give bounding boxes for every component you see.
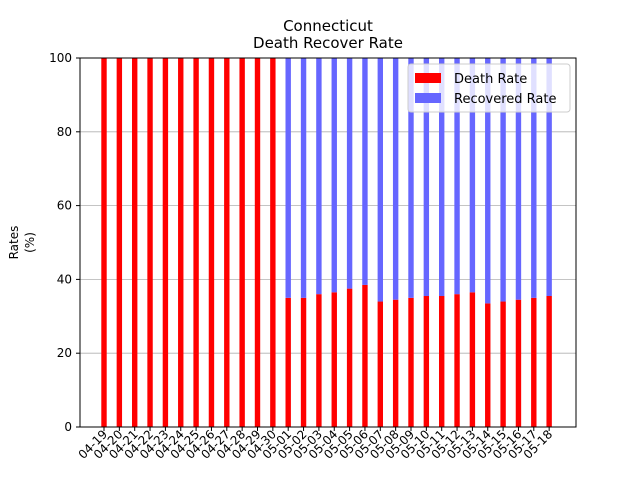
- recovered-rate-bar: [316, 58, 322, 295]
- death-rate-bar: [224, 58, 230, 427]
- death-rate-bar: [270, 58, 276, 427]
- death-rate-bar: [147, 58, 153, 427]
- recovered-rate-bar: [546, 58, 552, 297]
- recovered-rate-bar: [392, 58, 399, 300]
- death-rate-bar: [500, 301, 506, 427]
- y-axis-label-line: (%): [23, 232, 37, 253]
- y-tick-label: 60: [57, 199, 72, 213]
- x-axis: 04-1904-2004-2104-2204-2304-2404-2504-26…: [76, 427, 555, 462]
- death-rate-bar: [346, 288, 353, 427]
- recovered-rate-bar: [423, 58, 430, 297]
- y-tick-label: 0: [64, 420, 72, 434]
- legend-swatch: [415, 73, 441, 83]
- recovered-rate-bar: [454, 58, 460, 295]
- death-rate-bar: [392, 299, 399, 427]
- recovered-rate-bar: [469, 58, 476, 293]
- death-rate-bar: [239, 58, 245, 427]
- recovered-rate-bar: [377, 58, 383, 302]
- recovered-rate-bar: [300, 58, 307, 298]
- death-rate-bar: [469, 292, 476, 427]
- legend-swatch: [415, 93, 441, 103]
- legend-label: Recovered Rate: [454, 92, 557, 107]
- death-rate-bar: [178, 58, 184, 427]
- recovered-rate-bar: [346, 58, 353, 289]
- chart-subtitle: Death Recover Rate: [253, 34, 403, 52]
- death-rate-bar: [515, 299, 522, 427]
- death-rate-bar: [546, 296, 552, 427]
- y-tick-label: 40: [57, 272, 72, 286]
- y-tick-label: 100: [49, 51, 72, 65]
- y-tick-label: 80: [57, 125, 72, 139]
- death-rate-bar: [408, 297, 414, 427]
- death-rate-bar: [132, 58, 138, 427]
- death-rate-bar: [101, 58, 107, 427]
- death-rate-bar: [331, 292, 337, 427]
- death-rate-bar: [300, 297, 307, 427]
- legend-box: [407, 63, 571, 113]
- legend-label: Death Rate: [454, 72, 527, 87]
- death-rate-bar: [377, 301, 383, 427]
- death-rate-bar: [439, 296, 445, 427]
- recovered-rate-bar: [515, 58, 522, 300]
- grid-lines: [80, 131, 576, 354]
- death-rate-bar: [116, 58, 123, 427]
- recovered-rate-bar: [485, 58, 491, 304]
- recovered-rate-bar: [362, 58, 368, 285]
- death-rate-bar: [316, 294, 322, 427]
- death-rate-bar: [254, 58, 261, 427]
- recovered-rate-bar: [531, 58, 537, 298]
- recovered-rate-bar: [500, 58, 506, 302]
- y-axis-label-text: Rates (%): [7, 226, 37, 260]
- plot-frame: [79, 57, 577, 428]
- recovered-rate-bar: [331, 58, 337, 293]
- death-rate-bar: [285, 297, 291, 427]
- recovered-rate-bar: [285, 58, 291, 298]
- chart-title: Connecticut: [283, 17, 373, 35]
- y-tick-label: 20: [57, 346, 72, 360]
- death-rate-bar: [485, 303, 491, 427]
- death-rate-bar: [162, 58, 169, 427]
- legend: Death Rate Recovered Rate: [407, 63, 571, 113]
- recovered-rate-bar: [408, 58, 414, 298]
- death-rate-bar: [362, 284, 368, 427]
- bars: [101, 58, 552, 427]
- death-rate-bar: [193, 58, 199, 427]
- death-rate-bar: [423, 296, 430, 427]
- death-rate-bar: [454, 294, 460, 427]
- death-rate-bar: [208, 58, 215, 427]
- death-rate-bar: [531, 297, 537, 427]
- y-axis-label: Rates (%): [7, 226, 37, 260]
- y-axis-label-line: Rates: [7, 226, 21, 260]
- recovered-rate-bar: [439, 58, 445, 297]
- y-axis: 0 20 40 60 80 100: [49, 51, 80, 434]
